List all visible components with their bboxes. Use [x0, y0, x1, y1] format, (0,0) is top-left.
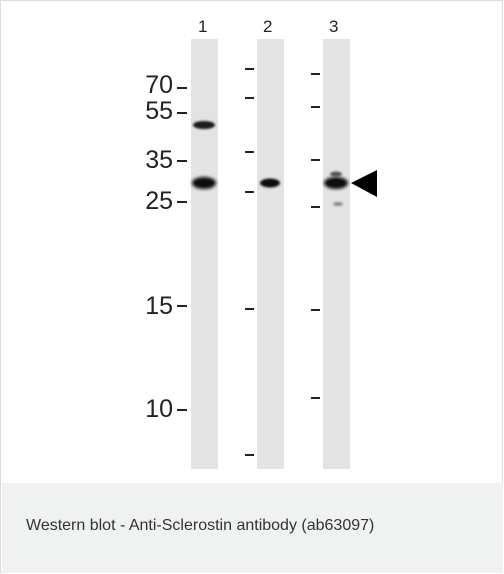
- marker-tick: [311, 309, 320, 311]
- marker-tick: [311, 73, 320, 75]
- mw-label-70: 70: [145, 71, 173, 99]
- mw-label-10: 10: [145, 395, 173, 423]
- marker-tick: [245, 97, 254, 99]
- marker-tick: [245, 454, 254, 456]
- marker-tick: [311, 106, 320, 108]
- marker-tick: [245, 68, 254, 70]
- marker-tick: [245, 151, 254, 153]
- marker-tick: [177, 305, 187, 307]
- mw-label-55: 55: [145, 97, 173, 125]
- marker-tick: [177, 112, 187, 114]
- band-lane3-main: [324, 177, 348, 189]
- band-lane2-main: [260, 178, 280, 188]
- marker-tick: [177, 409, 187, 411]
- lane-number-1: 1: [198, 17, 208, 36]
- marker-tick: [177, 201, 187, 203]
- marker-tick: [311, 206, 320, 208]
- marker-tick: [311, 397, 320, 399]
- western-blot-image: 1 2 3 70 55 35 25 15 10: [1, 1, 504, 483]
- marker-tick: [311, 159, 320, 161]
- mw-label-15: 15: [145, 292, 173, 320]
- band-lane3-faint-lower: [333, 202, 343, 206]
- mw-label-35: 35: [145, 146, 173, 174]
- lane-number-2: 2: [263, 17, 273, 36]
- figure-caption: Western blot - Anti-Sclerostin antibody …: [26, 517, 375, 534]
- marker-tick: [177, 160, 187, 162]
- lane-3: [323, 39, 350, 469]
- marker-tick: [245, 308, 254, 310]
- lane-2: [257, 39, 284, 469]
- mw-label-25: 25: [145, 187, 173, 215]
- bands-overlay: [192, 121, 377, 206]
- lane-1: [191, 39, 218, 469]
- band-lane3-faint-upper: [330, 171, 342, 177]
- lane-number-3: 3: [329, 17, 339, 36]
- marker-tick: [177, 87, 187, 89]
- caption-bar: Western blot - Anti-Sclerostin antibody …: [2, 483, 503, 573]
- marker-tick: [245, 191, 254, 193]
- band-lane1-upper: [193, 121, 215, 129]
- band-lane1-main: [192, 177, 216, 189]
- arrowhead-left-icon: [351, 170, 377, 197]
